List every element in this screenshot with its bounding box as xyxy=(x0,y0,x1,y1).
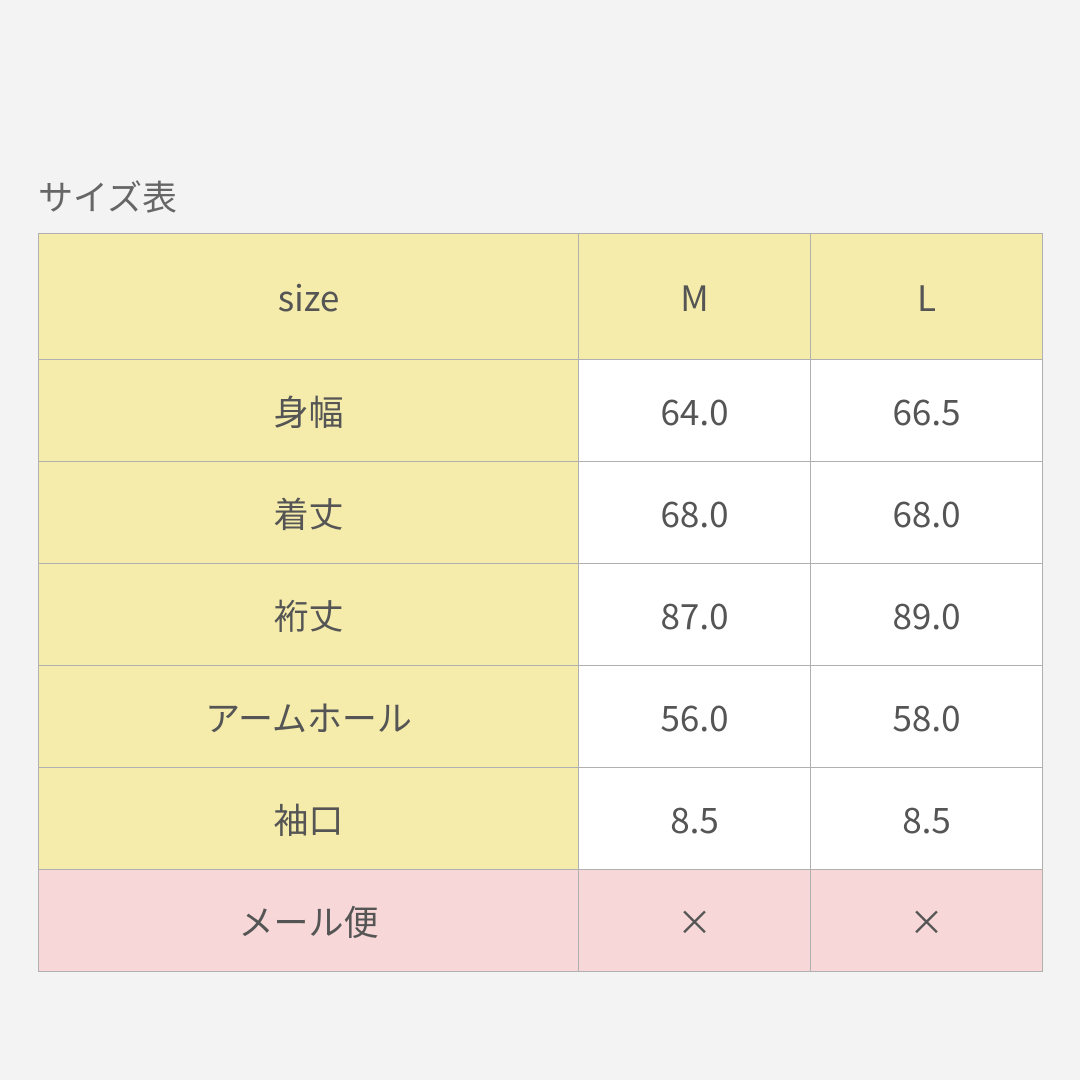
row-label: 身幅 xyxy=(39,360,579,462)
size-table: size M L 身幅 64.0 66.5 着丈 68.0 68.0 裄丈 87… xyxy=(38,233,1043,972)
table-row: 袖口 8.5 8.5 xyxy=(39,768,1043,870)
row-label: アームホール xyxy=(39,666,579,768)
header-size: size xyxy=(39,234,579,360)
table-row: アームホール 56.0 58.0 xyxy=(39,666,1043,768)
table-title: サイズ表 xyxy=(38,170,1042,221)
row-value-m: 87.0 xyxy=(579,564,811,666)
row-value-l: 8.5 xyxy=(811,768,1043,870)
row-value-l: 58.0 xyxy=(811,666,1043,768)
row-label: 裄丈 xyxy=(39,564,579,666)
header-m: M xyxy=(579,234,811,360)
table-header-row: size M L xyxy=(39,234,1043,360)
table-row: 着丈 68.0 68.0 xyxy=(39,462,1043,564)
row-value-m: 68.0 xyxy=(579,462,811,564)
row-label: 袖口 xyxy=(39,768,579,870)
table-footer-row: メール便 × × xyxy=(39,870,1043,972)
row-value-l: 89.0 xyxy=(811,564,1043,666)
row-value-m: 8.5 xyxy=(579,768,811,870)
row-value-l: 68.0 xyxy=(811,462,1043,564)
row-value-l: 66.5 xyxy=(811,360,1043,462)
footer-label: メール便 xyxy=(39,870,579,972)
size-table-container: サイズ表 size M L 身幅 64.0 66.5 着丈 68.0 68.0 … xyxy=(38,170,1042,972)
row-label: 着丈 xyxy=(39,462,579,564)
footer-value-l: × xyxy=(811,870,1043,972)
header-l: L xyxy=(811,234,1043,360)
row-value-m: 64.0 xyxy=(579,360,811,462)
table-row: 身幅 64.0 66.5 xyxy=(39,360,1043,462)
row-value-m: 56.0 xyxy=(579,666,811,768)
footer-value-m: × xyxy=(579,870,811,972)
table-row: 裄丈 87.0 89.0 xyxy=(39,564,1043,666)
